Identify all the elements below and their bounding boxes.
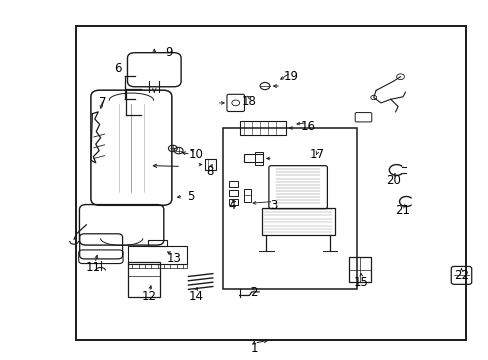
Text: 18: 18 bbox=[242, 95, 256, 108]
Text: 13: 13 bbox=[166, 252, 181, 265]
Text: 20: 20 bbox=[385, 174, 400, 186]
Bar bbox=[128, 262, 160, 297]
Bar bbox=[76, 26, 466, 339]
Text: 1: 1 bbox=[250, 342, 258, 355]
Text: 19: 19 bbox=[283, 69, 298, 82]
Text: 4: 4 bbox=[228, 199, 236, 212]
Bar bbox=[222, 128, 356, 289]
Bar bbox=[228, 190, 237, 196]
Text: 12: 12 bbox=[142, 290, 157, 303]
Bar bbox=[148, 240, 167, 246]
Bar bbox=[239, 121, 285, 135]
Bar bbox=[128, 246, 186, 264]
Text: 8: 8 bbox=[206, 165, 214, 177]
Text: 3: 3 bbox=[269, 199, 277, 212]
Text: 22: 22 bbox=[453, 269, 468, 282]
Bar bbox=[348, 257, 370, 282]
Text: 15: 15 bbox=[353, 276, 368, 289]
Bar bbox=[244, 154, 263, 162]
Text: 10: 10 bbox=[188, 148, 203, 161]
Text: 11: 11 bbox=[86, 261, 101, 274]
Text: 7: 7 bbox=[99, 96, 106, 109]
Text: 2: 2 bbox=[250, 287, 258, 300]
Text: 5: 5 bbox=[187, 190, 194, 203]
Bar bbox=[228, 199, 237, 205]
Text: 21: 21 bbox=[395, 204, 409, 217]
Bar bbox=[255, 152, 263, 165]
Text: 6: 6 bbox=[114, 62, 121, 75]
Text: 9: 9 bbox=[165, 46, 172, 59]
Text: 16: 16 bbox=[300, 120, 315, 133]
Text: 14: 14 bbox=[188, 290, 203, 303]
Bar bbox=[243, 189, 251, 202]
Bar bbox=[205, 159, 216, 170]
Bar bbox=[261, 208, 334, 235]
Bar bbox=[128, 264, 186, 268]
Bar bbox=[228, 181, 237, 187]
Text: 17: 17 bbox=[309, 148, 325, 161]
